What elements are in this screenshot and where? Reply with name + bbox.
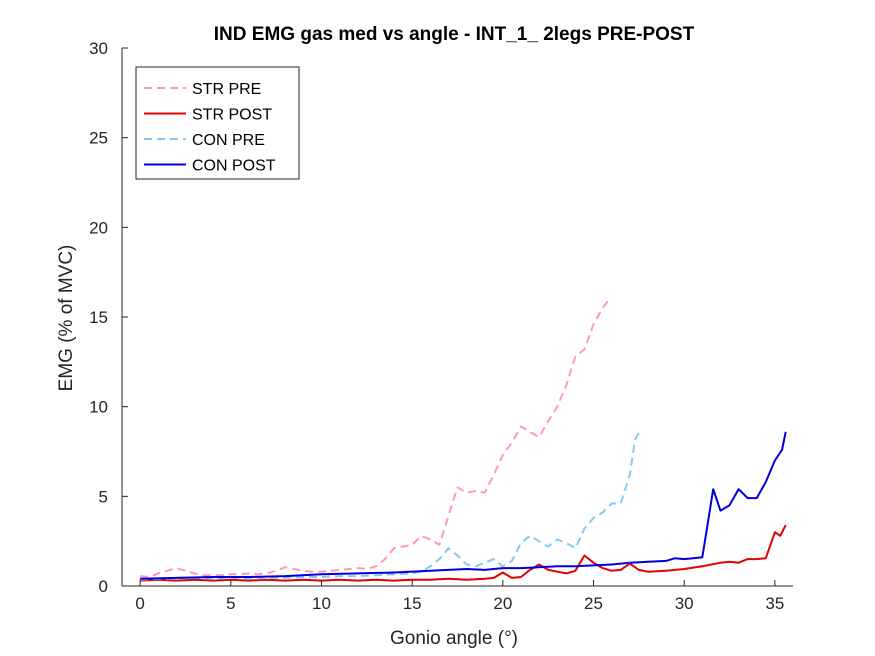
x-tick-label: 15 [403,594,422,613]
y-tick-label: 0 [99,577,108,596]
y-axis-label: EMG (% of MVC) [56,245,77,392]
legend-label: STR POST [192,107,272,124]
x-tick-label: 0 [135,594,144,613]
x-axis-ticks: 0 5 10 15 20 25 30 35 [135,580,784,613]
legend: STR PRE STR POST CON PRE CON POST [135,66,300,180]
x-axis-label: Gonio angle (°) [390,628,518,649]
y-axis-ticks: 0 5 10 15 20 25 30 [89,39,128,596]
x-tick-label: 35 [765,594,784,613]
series-line-str-pre [140,300,609,578]
y-tick-label: 20 [89,218,108,237]
x-tick-label: 20 [493,594,512,613]
series-layer [140,300,787,582]
legend-box [135,66,300,180]
chart-title: IND EMG gas med vs angle - INT_1_ 2legs … [214,24,695,45]
legend-label: CON PRE [192,132,265,149]
series-line-con-post [140,431,787,580]
legend-label: CON POST [192,158,276,175]
x-tick-label: 30 [675,594,694,613]
y-tick-label: 15 [89,308,108,327]
series-line-str-post [140,524,787,582]
legend-label: STR PRE [192,81,261,98]
y-tick-label: 5 [99,487,108,506]
series-line-con-pre [140,429,642,581]
y-tick-label: 30 [89,39,108,58]
x-tick-label: 5 [226,594,235,613]
x-tick-label: 10 [312,594,331,613]
x-tick-label: 25 [584,594,603,613]
y-tick-label: 10 [89,398,108,417]
y-tick-label: 25 [89,129,108,148]
